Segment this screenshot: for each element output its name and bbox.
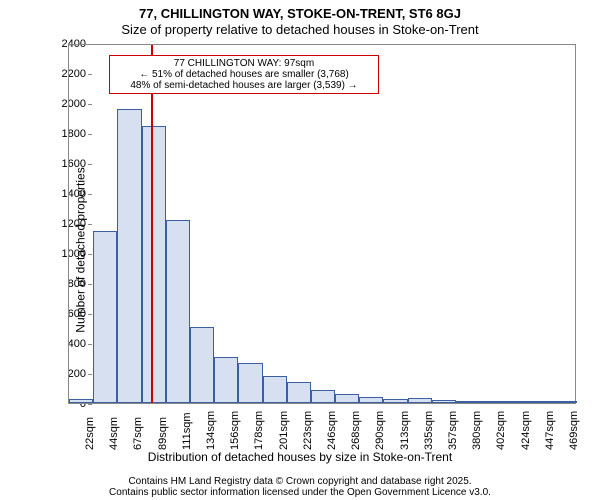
property-vertical-line bbox=[151, 45, 153, 403]
annotation-line1: 77 CHILLINGTON WAY: 97sqm bbox=[116, 58, 372, 69]
chart-title-line1: 77, CHILLINGTON WAY, STOKE-ON-TRENT, ST6… bbox=[0, 6, 600, 21]
x-tick-label: 67sqm bbox=[132, 417, 144, 450]
x-tick-label: 246sqm bbox=[326, 411, 338, 450]
footer-attribution: Contains HM Land Registry data © Crown c… bbox=[0, 476, 600, 498]
histogram-bar bbox=[480, 401, 504, 403]
histogram-bar bbox=[214, 357, 238, 404]
histogram-bar bbox=[408, 398, 432, 403]
histogram-bar bbox=[238, 363, 262, 404]
histogram-bar bbox=[190, 327, 214, 404]
x-tick-label: 178sqm bbox=[253, 411, 265, 450]
x-tick-label: 111sqm bbox=[181, 412, 193, 450]
histogram-bar bbox=[287, 382, 311, 403]
histogram-bar bbox=[504, 401, 528, 403]
annotation-line3: 48% of semi-detached houses are larger (… bbox=[116, 80, 372, 91]
histogram-bar bbox=[117, 109, 141, 403]
x-axis-label: Distribution of detached houses by size … bbox=[0, 450, 600, 464]
footer-line2: Contains public sector information licen… bbox=[0, 487, 600, 498]
histogram-bar bbox=[93, 231, 117, 404]
histogram-bar bbox=[69, 399, 93, 404]
histogram-bar bbox=[142, 126, 166, 404]
x-tick-label: 335sqm bbox=[423, 411, 435, 450]
histogram-bar bbox=[263, 376, 287, 403]
plot-area: 77 CHILLINGTON WAY: 97sqm ← 51% of detac… bbox=[68, 44, 576, 404]
x-tick-label: 447sqm bbox=[544, 411, 556, 450]
x-tick-label: 156sqm bbox=[229, 411, 241, 450]
histogram-bar bbox=[359, 397, 383, 403]
annotation-line2: ← 51% of detached houses are smaller (3,… bbox=[116, 69, 372, 80]
histogram-bar bbox=[529, 401, 553, 403]
x-tick-label: 223sqm bbox=[302, 411, 314, 450]
x-tick-label: 290sqm bbox=[374, 411, 386, 450]
x-tick-label: 89sqm bbox=[157, 417, 169, 450]
x-tick-label: 44sqm bbox=[108, 417, 120, 450]
x-tick-label: 201sqm bbox=[278, 411, 290, 450]
x-tick-label: 268sqm bbox=[350, 411, 362, 450]
footer-line1: Contains HM Land Registry data © Crown c… bbox=[0, 476, 600, 487]
x-tick-label: 469sqm bbox=[568, 411, 580, 450]
histogram-bar bbox=[456, 401, 480, 403]
x-tick-label: 357sqm bbox=[447, 411, 459, 450]
histogram-bar bbox=[166, 220, 190, 403]
histogram-bar bbox=[335, 394, 359, 403]
histogram-bar bbox=[311, 390, 335, 403]
x-tick-label: 313sqm bbox=[399, 411, 411, 450]
histogram-bar bbox=[553, 401, 577, 403]
histogram-bar bbox=[383, 399, 407, 404]
x-tick-label: 22sqm bbox=[84, 417, 96, 450]
chart-title-line2: Size of property relative to detached ho… bbox=[0, 22, 600, 37]
x-tick-label: 134sqm bbox=[205, 411, 217, 450]
x-tick-label: 402sqm bbox=[495, 411, 507, 450]
x-tick-label: 380sqm bbox=[471, 411, 483, 450]
histogram-bar bbox=[432, 400, 456, 403]
chart-container: 77, CHILLINGTON WAY, STOKE-ON-TRENT, ST6… bbox=[0, 0, 600, 500]
annotation-box: 77 CHILLINGTON WAY: 97sqm ← 51% of detac… bbox=[109, 55, 379, 94]
y-tick-mark bbox=[88, 404, 92, 405]
x-tick-label: 424sqm bbox=[520, 411, 532, 450]
